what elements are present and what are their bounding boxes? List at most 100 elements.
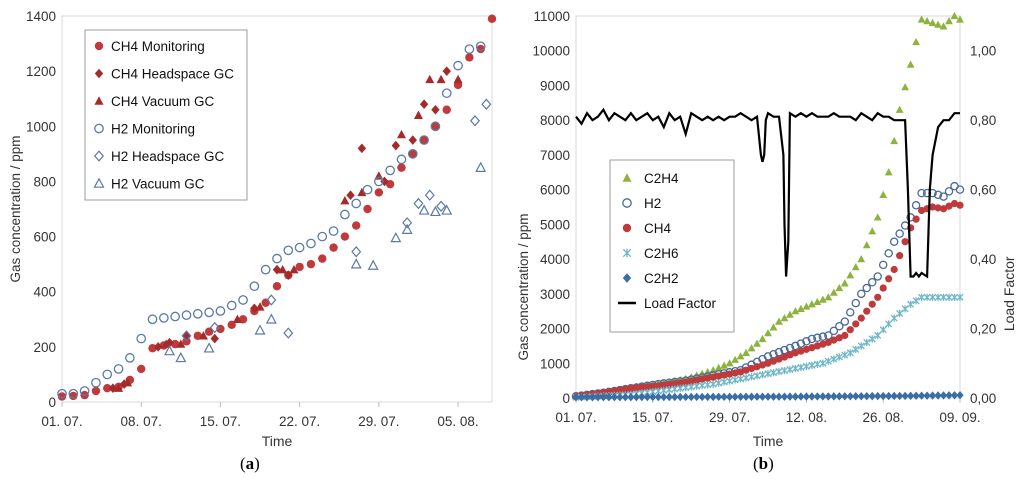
data-point: [862, 283, 871, 293]
data-point: [108, 383, 118, 394]
data-point: [884, 168, 893, 176]
data-point: [442, 66, 451, 76]
data-point: [283, 327, 294, 339]
data-point: [775, 368, 783, 376]
y-tick-label: 1000: [26, 119, 56, 134]
x-tick-label: 29. 07.: [358, 414, 399, 429]
y2-tick-label: 0,60: [970, 183, 996, 198]
data-point: [147, 314, 158, 325]
data-point: [933, 190, 943, 200]
data-point: [340, 209, 350, 220]
series-load-factor: [575, 107, 960, 279]
data-point: [68, 388, 79, 399]
data-point: [934, 204, 942, 212]
data-point: [114, 383, 124, 392]
data-point: [709, 380, 717, 388]
x-axis-label: Time: [753, 433, 784, 449]
data-point: [918, 206, 926, 215]
data-point: [923, 293, 931, 301]
data-point: [934, 391, 942, 400]
data-point: [863, 338, 871, 347]
data-point: [425, 74, 435, 84]
data-point: [928, 18, 937, 27]
data-point: [797, 363, 805, 372]
y-tick-label: 5000: [540, 217, 570, 232]
data-point: [487, 14, 497, 23]
data-point: [346, 190, 355, 201]
data-point: [753, 392, 761, 401]
data-point: [879, 190, 888, 198]
y2-axis-label: Load Factor: [1001, 256, 1017, 331]
data-point: [851, 263, 860, 271]
data-point: [424, 189, 435, 201]
data-point: [215, 306, 226, 316]
data-point: [896, 391, 904, 401]
data-point: [436, 74, 446, 84]
data-point: [852, 320, 860, 328]
data-point: [857, 342, 865, 350]
y2-tick-label: 0,40: [970, 252, 996, 267]
data-point: [373, 176, 384, 187]
data-point: [352, 221, 361, 230]
data-point: [176, 339, 186, 348]
caption-b: (b): [753, 454, 774, 473]
data-point: [481, 98, 492, 110]
data-point: [654, 392, 662, 402]
legend-label-h2-monitoring: H2 Monitoring: [111, 122, 195, 137]
y2-tick-label: 0,00: [970, 391, 996, 406]
data-point: [901, 391, 909, 401]
data-point: [266, 294, 277, 306]
data-point: [813, 342, 821, 350]
data-point: [780, 366, 789, 375]
data-point: [955, 185, 965, 194]
data-point: [813, 360, 821, 368]
data-point: [720, 371, 728, 379]
data-point: [747, 373, 756, 381]
data-point: [874, 293, 882, 301]
data-point: [158, 313, 169, 323]
data-point: [698, 375, 706, 383]
y-tick-label: 9000: [540, 78, 570, 93]
data-point: [780, 392, 789, 401]
data-point: [896, 309, 904, 318]
y-axis-label: Gas concentration / ppm: [8, 135, 23, 282]
chart-a: 0 200 400 600 800 1000 1200 1400 01. 07. 08. 07. 1…: [8, 9, 497, 449]
y-tick-label: 1200: [26, 64, 56, 79]
data-point: [464, 44, 475, 54]
data-point: [808, 344, 816, 352]
data-point: [687, 392, 695, 402]
chart-b: 0 1000 2000 3000 4000 5000 6000 7000 8000 9000 100…: [516, 9, 1017, 449]
data-point: [901, 238, 909, 246]
data-point: [742, 348, 750, 356]
x-tick-label: 05. 08.: [437, 414, 478, 429]
data-point: [846, 392, 854, 401]
data-point: [769, 357, 778, 365]
legend-marker: [94, 96, 104, 105]
data-point: [283, 245, 294, 256]
data-point: [824, 392, 832, 401]
data-point: [863, 307, 871, 315]
data-point: [928, 391, 937, 400]
data-point: [736, 352, 745, 360]
data-point: [923, 17, 931, 25]
data-point: [714, 363, 723, 372]
data-point: [797, 347, 805, 355]
data-point: [204, 307, 214, 318]
data-point: [103, 384, 112, 393]
data-point: [436, 200, 447, 212]
data-point: [879, 391, 887, 401]
data-point: [676, 379, 684, 387]
data-point: [693, 376, 701, 384]
data-point: [328, 226, 339, 236]
data-point: [226, 300, 237, 311]
data-point: [726, 370, 734, 378]
data-point: [317, 231, 328, 242]
data-point: [934, 293, 942, 301]
data-point: [362, 184, 373, 195]
data-point: [682, 383, 690, 392]
data-point: [441, 204, 453, 215]
data-point: [878, 260, 888, 270]
data-point: [742, 366, 750, 374]
data-point: [413, 197, 424, 210]
data-point: [465, 53, 474, 62]
